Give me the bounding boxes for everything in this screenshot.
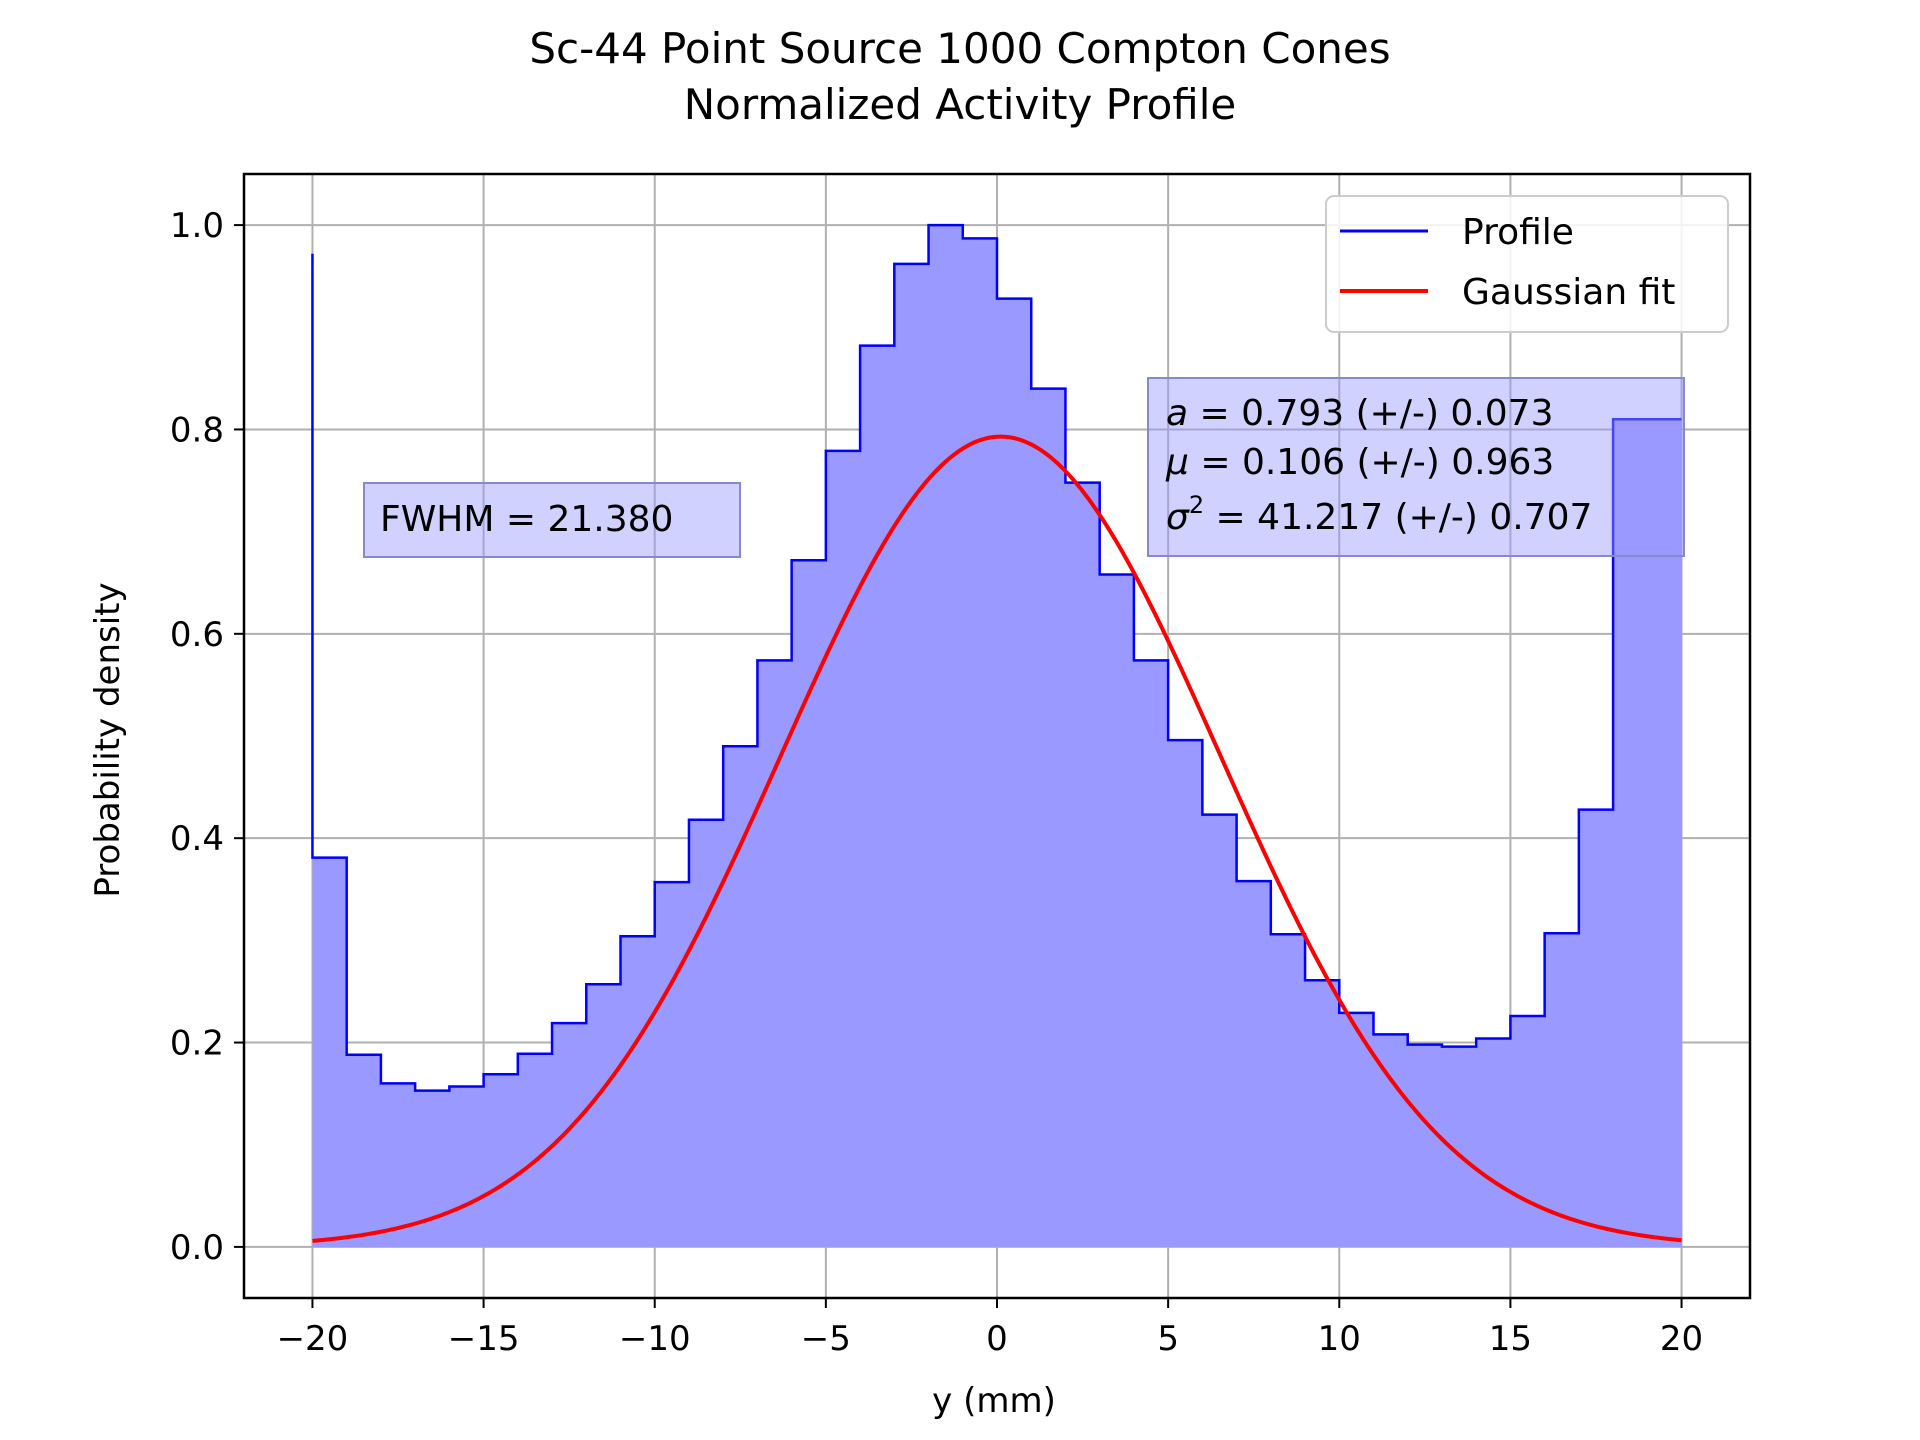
histogram-bar — [928, 225, 964, 1247]
fit-param-a-symbol: a — [1166, 393, 1188, 434]
x-tick-label: −20 — [277, 1319, 349, 1359]
y-tick-label: 0.6 — [170, 615, 224, 655]
histogram-bar — [1270, 934, 1306, 1247]
histogram-bar — [1236, 881, 1272, 1247]
histogram-bar — [791, 560, 827, 1247]
fwhm-label: FWHM = 21.380 — [380, 499, 673, 540]
histogram-bar — [1202, 814, 1238, 1247]
histogram-bar — [1407, 1044, 1443, 1247]
histogram-bar — [654, 882, 690, 1247]
histogram-bar — [346, 1054, 382, 1247]
x-axis-label: y (mm) — [932, 1381, 1056, 1421]
histogram-bar — [1339, 1012, 1374, 1247]
legend: Profile Gaussian fit — [1325, 195, 1729, 333]
y-tick-label: 0.8 — [170, 410, 224, 450]
histogram-bar — [312, 857, 348, 1247]
profile-step-line — [311, 223, 1682, 1092]
histogram-bar — [1099, 574, 1135, 1247]
histogram-bar — [483, 1074, 519, 1247]
histogram-bar — [1373, 1034, 1409, 1247]
histogram-bar — [1031, 388, 1066, 1247]
histogram-bar — [586, 984, 621, 1247]
fit-param-mu-symbol: μ — [1165, 442, 1189, 483]
gaussian-fit-curve — [312, 434, 1682, 1243]
histogram-bar — [1647, 419, 1683, 1247]
histogram-bar — [723, 746, 758, 1247]
series-line-layer — [311, 223, 1682, 1243]
histogram-bar — [860, 345, 895, 1247]
x-tick-label: −5 — [801, 1319, 851, 1359]
x-tick-label: −15 — [448, 1319, 520, 1359]
x-tick-label: 10 — [1318, 1319, 1361, 1359]
fit-param-a: a = 0.793 (+/-) 0.073 — [1166, 393, 1554, 434]
fwhm-box — [363, 482, 741, 558]
histogram-bar — [1168, 740, 1203, 1247]
x-tick-label: −10 — [619, 1319, 691, 1359]
fit-param-sigma-value: = 41.217 (+/-) 0.707 — [1204, 497, 1592, 538]
fit-param-mu: μ = 0.106 (+/-) 0.963 — [1165, 442, 1554, 483]
histogram-bar — [1133, 660, 1169, 1247]
histogram-bar — [688, 819, 724, 1247]
fit-param-mu-value: = 0.106 (+/-) 0.963 — [1189, 442, 1554, 483]
legend-label-profile: Profile — [1462, 212, 1574, 253]
ticks: −20 −15 −10 −5 0 5 10 15 20 0.0 0.2 0.4 0.6 0.8 1.0 — [170, 206, 1703, 1359]
histogram-bar — [1544, 933, 1580, 1247]
histogram-bar — [962, 238, 998, 1247]
y-tick-label: 0.2 — [170, 1024, 224, 1064]
histogram-bar — [552, 1023, 587, 1247]
x-tick-label: 20 — [1660, 1319, 1703, 1359]
histogram-bar — [1613, 419, 1648, 1247]
histogram-bar — [380, 1083, 416, 1247]
histogram-bar — [1476, 1038, 1511, 1247]
chart-title-line-1: Sc-44 Point Source 1000 Compton Cones — [529, 24, 1390, 73]
histogram-bar — [997, 298, 1032, 1247]
histogram-bar — [449, 1086, 485, 1247]
histogram-bar — [1065, 482, 1101, 1247]
x-tick-label: 5 — [1157, 1319, 1179, 1359]
histogram-bar — [1305, 980, 1340, 1247]
histogram-bar — [1510, 1015, 1546, 1247]
histogram-bar — [894, 263, 930, 1247]
fit-params-box — [1147, 377, 1685, 557]
chart-title-line-2: Normalized Activity Profile — [684, 80, 1237, 129]
histogram-bar — [620, 936, 656, 1247]
fit-param-sigma: σ2 = 41.217 (+/-) 0.707 — [1166, 491, 1592, 538]
legend-label-gaussian: Gaussian fit — [1462, 272, 1675, 313]
y-axis-label: Probability density — [88, 582, 128, 897]
fit-param-a-value: = 0.793 (+/-) 0.073 — [1188, 393, 1553, 434]
y-tick-label: 0.0 — [170, 1228, 224, 1268]
fit-param-sigma-sup: 2 — [1189, 491, 1204, 519]
histogram-bar — [757, 660, 793, 1247]
profile-fill-layer — [312, 225, 1683, 1247]
y-tick-label: 1.0 — [170, 206, 224, 246]
y-tick-label: 0.4 — [170, 819, 224, 859]
x-tick-label: 15 — [1489, 1319, 1532, 1359]
histogram-bar — [825, 450, 861, 1247]
fit-param-sigma-symbol: σ — [1166, 497, 1190, 538]
x-tick-label: 0 — [986, 1319, 1008, 1359]
histogram-bar — [1578, 809, 1614, 1247]
